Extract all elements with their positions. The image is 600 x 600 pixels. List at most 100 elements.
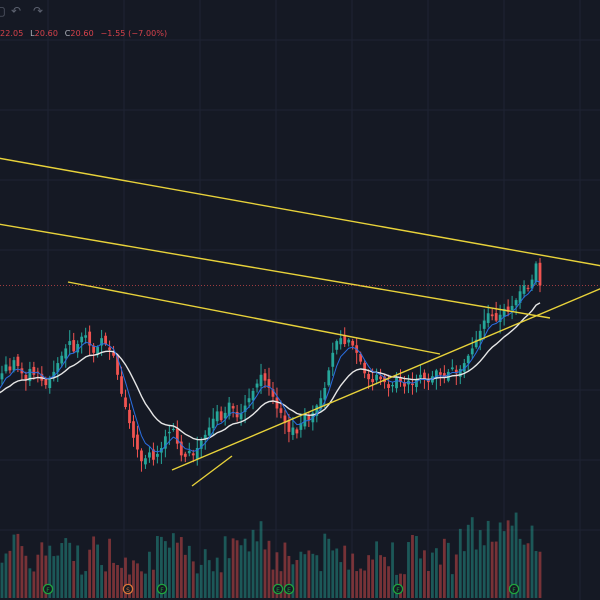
volume-bar	[207, 560, 211, 598]
change-value: −1.55 (−7.00%)	[100, 29, 168, 38]
candle-body	[167, 431, 171, 434]
candle-body	[80, 336, 84, 343]
volume-bar	[407, 542, 410, 598]
earnings-event-badge[interactable]: F	[156, 583, 168, 595]
earnings-event-badge[interactable]: E	[283, 583, 295, 595]
volume-bar	[419, 558, 422, 598]
volume-bar	[279, 571, 283, 598]
candle-body	[219, 411, 223, 421]
candle-body	[518, 291, 522, 303]
volume-bar	[423, 550, 426, 598]
volume-bar	[8, 550, 12, 598]
earnings-event-badge[interactable]: F	[392, 583, 404, 595]
event-badge-ring	[42, 583, 54, 595]
volume-bar	[363, 570, 367, 598]
volume-bar	[60, 543, 64, 598]
volume-bar	[219, 572, 223, 598]
candle-body	[482, 320, 486, 329]
candle-body	[379, 376, 382, 380]
candle-body	[235, 411, 239, 418]
candle-body	[140, 450, 143, 462]
candle-body	[12, 360, 16, 371]
trendline[interactable]	[0, 157, 600, 267]
candle-body	[4, 364, 8, 372]
volume-bar	[148, 551, 151, 598]
volume-bar	[427, 570, 430, 598]
candle-body	[132, 421, 135, 438]
volume-bar	[56, 555, 60, 598]
event-badge-ring	[508, 583, 520, 595]
volume-bar	[167, 547, 171, 598]
ohlc-legend: 22.05 L20.60 C20.60 −1.55 (−7.00%)	[0, 29, 167, 38]
volume-bar	[203, 549, 207, 598]
trendline[interactable]	[191, 455, 233, 487]
candle-body	[331, 352, 335, 367]
candle-body	[387, 384, 390, 388]
candle-body	[423, 372, 426, 380]
candle-body	[490, 314, 494, 317]
trendline-drawings[interactable]	[0, 157, 600, 487]
split-event-badge[interactable]: S	[122, 583, 134, 595]
trendline[interactable]	[171, 288, 600, 471]
candle-body	[175, 428, 179, 444]
candle-body	[76, 344, 80, 353]
candle-body	[303, 414, 307, 427]
close-label: C	[64, 29, 71, 38]
candle-body	[0, 373, 4, 380]
candle-body	[44, 379, 48, 386]
volume-bar	[359, 568, 363, 598]
volume-bar	[514, 512, 518, 598]
volume-bar	[16, 533, 20, 598]
volume-bar	[48, 545, 52, 598]
trendline[interactable]	[0, 223, 551, 319]
redo-icon[interactable]: ↷	[32, 4, 44, 18]
volume-bar	[327, 538, 331, 598]
candle-body	[100, 338, 104, 346]
volume-bar	[391, 542, 394, 598]
candle-body	[148, 452, 151, 458]
candle-body	[522, 285, 526, 294]
volume-bar	[36, 554, 40, 598]
volume-bar	[510, 525, 514, 598]
volume-bar	[319, 571, 323, 598]
volume-bar	[335, 548, 339, 598]
undo-icon[interactable]: ↶	[10, 4, 22, 18]
volume-bar	[347, 569, 351, 598]
volume-bar	[287, 555, 291, 598]
candle-body	[486, 313, 490, 323]
volume-bar	[183, 554, 187, 598]
volume-bar	[331, 550, 335, 598]
candle-body	[128, 409, 131, 424]
moving-averages	[0, 279, 541, 453]
volume-bar	[383, 556, 386, 598]
volume-bar	[12, 534, 16, 598]
candle-body	[391, 385, 394, 387]
volume-bar	[415, 536, 418, 598]
earnings-event-badge[interactable]: E	[272, 583, 284, 595]
volume-bar	[20, 546, 24, 598]
candle-body	[156, 453, 159, 457]
candle-body	[462, 363, 466, 372]
volume-bar	[403, 574, 406, 598]
volume-bar	[263, 549, 267, 598]
volume-bar	[171, 533, 175, 598]
candle-body	[359, 353, 363, 362]
candle-body	[163, 436, 167, 449]
volume-bar	[40, 542, 44, 598]
earnings-event-badge[interactable]: F	[42, 583, 54, 595]
volume-bar	[494, 541, 498, 598]
volume-bar	[44, 555, 48, 598]
candle-body	[347, 339, 351, 343]
trendline[interactable]	[67, 281, 441, 355]
volume-bar	[307, 550, 311, 598]
candle-body	[84, 335, 88, 338]
square-icon[interactable]: ▢	[0, 3, 8, 19]
high-value: 22.05	[0, 29, 24, 38]
candle-body	[8, 366, 12, 371]
earnings-event-badge[interactable]: F	[508, 583, 520, 595]
volume-bar	[259, 521, 263, 598]
candle-body	[454, 369, 458, 374]
volume-bar	[371, 559, 375, 598]
candle-body	[363, 362, 367, 374]
